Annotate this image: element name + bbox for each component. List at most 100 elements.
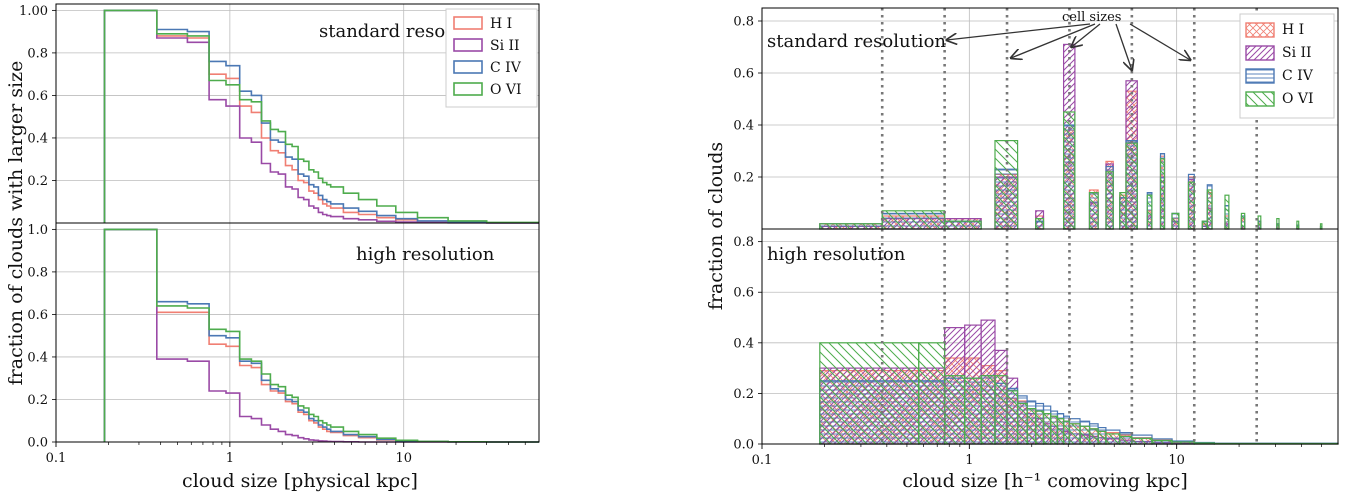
left-top-ytick-label: 0.4 — [27, 131, 48, 146]
right-top-bar-o-vi — [1088, 192, 1099, 230]
left-legend-label-c-iv: C IV — [490, 60, 522, 76]
right-bottom-panel-title: high resolution — [767, 244, 906, 265]
right-top-bar-o-vi — [943, 220, 982, 230]
right-bottom-bar-o-vi — [943, 375, 966, 445]
right-bottom-bar-o-vi — [1105, 433, 1121, 445]
left-top-grid — [55, 4, 539, 223]
left-top-panel: 0.20.40.60.81.00 standard resolution H I… — [19, 3, 540, 224]
cell-size-arrow — [1115, 23, 1132, 70]
cell-size-arrow — [1129, 23, 1190, 60]
cell-size-arrow — [1011, 23, 1096, 58]
right-bottom-bar-o-vi — [1035, 410, 1045, 445]
right-y-axis-label: fraction of clouds — [705, 142, 727, 310]
right-xtick-label: 10 — [1168, 453, 1185, 468]
left-bottom-ytick-label: 0.8 — [27, 265, 48, 280]
left-xticks: 0.1 1 10 — [46, 442, 526, 466]
right-bottom-bar-o-vi — [1056, 418, 1065, 445]
right-bottom-bar-o-vi — [1016, 402, 1028, 445]
left-top-series-c-iv — [103, 9, 539, 224]
left-legend-box — [445, 8, 538, 108]
left-legend-label-si-ii: Si II — [490, 38, 520, 54]
left-top-series-si-ii — [103, 9, 539, 224]
left-legend-label-h-i: H I — [490, 16, 512, 32]
right-legend-label-h-i: H I — [1282, 22, 1304, 38]
left-top-ytick-label: 1.00 — [19, 4, 48, 19]
right-top-bar-o-vi — [1319, 223, 1323, 230]
right-top-ytick-label: 0.6 — [733, 67, 754, 82]
right-bottom-bar-o-vi — [1006, 390, 1019, 445]
right-top-bar-o-vi — [1296, 220, 1300, 230]
right-bottom-bar-o-vi — [1042, 413, 1052, 445]
left-xtick-label: 10 — [395, 451, 412, 466]
left-legend-swatch-si-ii — [453, 38, 483, 52]
right-xticks: 0.1 1 10 — [752, 444, 1322, 468]
right-bottom-ytick-label: 0.8 — [733, 235, 754, 250]
right-legend-swatch-o-vi — [1245, 91, 1275, 107]
right-bottom-bar-o-vi — [1119, 435, 1133, 445]
right-bottom-bar-o-vi — [1151, 439, 1173, 445]
right-bottom-bar-o-vi — [1026, 408, 1037, 445]
right-legend-label-c-iv: C IV — [1282, 68, 1314, 84]
left-top-ytick-label: 0.8 — [27, 46, 48, 61]
right-top-panel: 0.2 0.4 0.6 0.8 standard resolution H I Si I… — [733, 7, 1339, 230]
right-bottom-ytick-label: 0.4 — [733, 336, 754, 351]
right-bottom-bar-o-vi — [964, 377, 982, 445]
right-bottom-bar-o-vi — [1088, 428, 1099, 445]
right-bottom-ytick-label: 0.0 — [733, 438, 754, 453]
left-top-series-h-i — [103, 9, 539, 224]
right-top-series — [819, 43, 1323, 230]
left-chart: 0.20.40.60.81.00 standard resolution H I… — [5, 3, 540, 492]
right-bottom-bar-o-vi — [980, 375, 996, 445]
right-legend-swatch-c-iv — [1245, 68, 1275, 84]
right-top-bar-o-vi — [1206, 189, 1213, 230]
right-chart: 0.2 0.4 0.6 0.8 standard resolution H I Si I… — [705, 7, 1339, 492]
right-top-ytick-label: 0.8 — [733, 15, 754, 30]
left-top-ytick-label: 0.2 — [27, 174, 48, 189]
right-top-bar-o-vi — [1119, 192, 1127, 230]
right-top-bar-o-vi — [1240, 212, 1246, 230]
left-top-legend: H I Si II C IV O VI — [445, 8, 538, 108]
left-top-ytick-label: 0.6 — [27, 89, 48, 104]
left-x-axis-label: cloud size [physical kpc] — [182, 470, 418, 492]
left-bottom-yticks: 0.0 0.2 0.4 0.6 0.8 1.0 — [27, 223, 56, 451]
left-bottom-panel: 0.0 0.2 0.4 0.6 0.8 1.0 high resolution — [27, 222, 540, 451]
right-legend-label-o-vi: O VI — [1282, 91, 1314, 107]
left-xtick-label: 0.1 — [46, 451, 67, 466]
right-bottom-ytick-label: 0.6 — [733, 286, 754, 301]
right-bottom-panel: 0.0 0.2 0.4 0.6 0.8 high resolution — [733, 228, 1339, 453]
left-legend-swatch-c-iv — [453, 60, 483, 74]
right-x-axis-label: cloud size [h⁻¹ comoving kpc] — [902, 470, 1188, 492]
right-top-bar-o-vi — [1146, 194, 1153, 230]
right-top-bar-o-vi — [1257, 215, 1262, 230]
left-top-series — [103, 9, 539, 224]
left-bottom-ytick-label: 0.6 — [27, 308, 48, 323]
left-legend-label-o-vi: O VI — [490, 82, 522, 98]
right-xtick-label: 1 — [965, 453, 973, 468]
right-bottom-frame — [761, 228, 1339, 445]
right-top-bar-o-vi — [881, 210, 946, 230]
right-top-bar-o-vi — [1105, 171, 1114, 230]
right-top-bar-o-vi — [1276, 218, 1280, 230]
left-xtick-label: 1 — [226, 451, 234, 466]
right-top-ytick-label: 0.4 — [733, 119, 754, 134]
cell-size-annotation: cell sizes — [947, 10, 1191, 70]
right-bottom-bar-o-vi — [1050, 415, 1059, 445]
right-top-bar-o-vi — [1224, 194, 1230, 230]
left-bottom-series-o-vi — [103, 228, 539, 443]
left-bottom-ytick-label: 0.0 — [27, 436, 48, 451]
left-top-yticks: 0.2 0.4 0.6 0.8 1.00 — [19, 4, 56, 189]
right-bottom-cell-lines — [880, 229, 1258, 444]
right-bottom-bar-o-vi — [1068, 423, 1081, 445]
cell-size-arrow — [947, 23, 1091, 40]
left-bottom-ytick-label: 0.4 — [27, 350, 48, 365]
right-top-panel-title: standard resolution — [767, 31, 946, 52]
right-top-yticks: 0.2 0.4 0.6 0.8 — [733, 15, 762, 186]
cell-size-arrow — [1071, 23, 1101, 47]
right-xtick-label: 0.1 — [752, 453, 773, 468]
cell-size-annotation-label: cell sizes — [1062, 10, 1121, 25]
left-top-series-o-vi — [103, 9, 539, 224]
right-bottom-bar-o-vi — [918, 342, 946, 445]
left-y-axis-label: fraction of clouds with larger size — [5, 61, 27, 386]
left-bottom-series-c-iv — [103, 228, 539, 443]
